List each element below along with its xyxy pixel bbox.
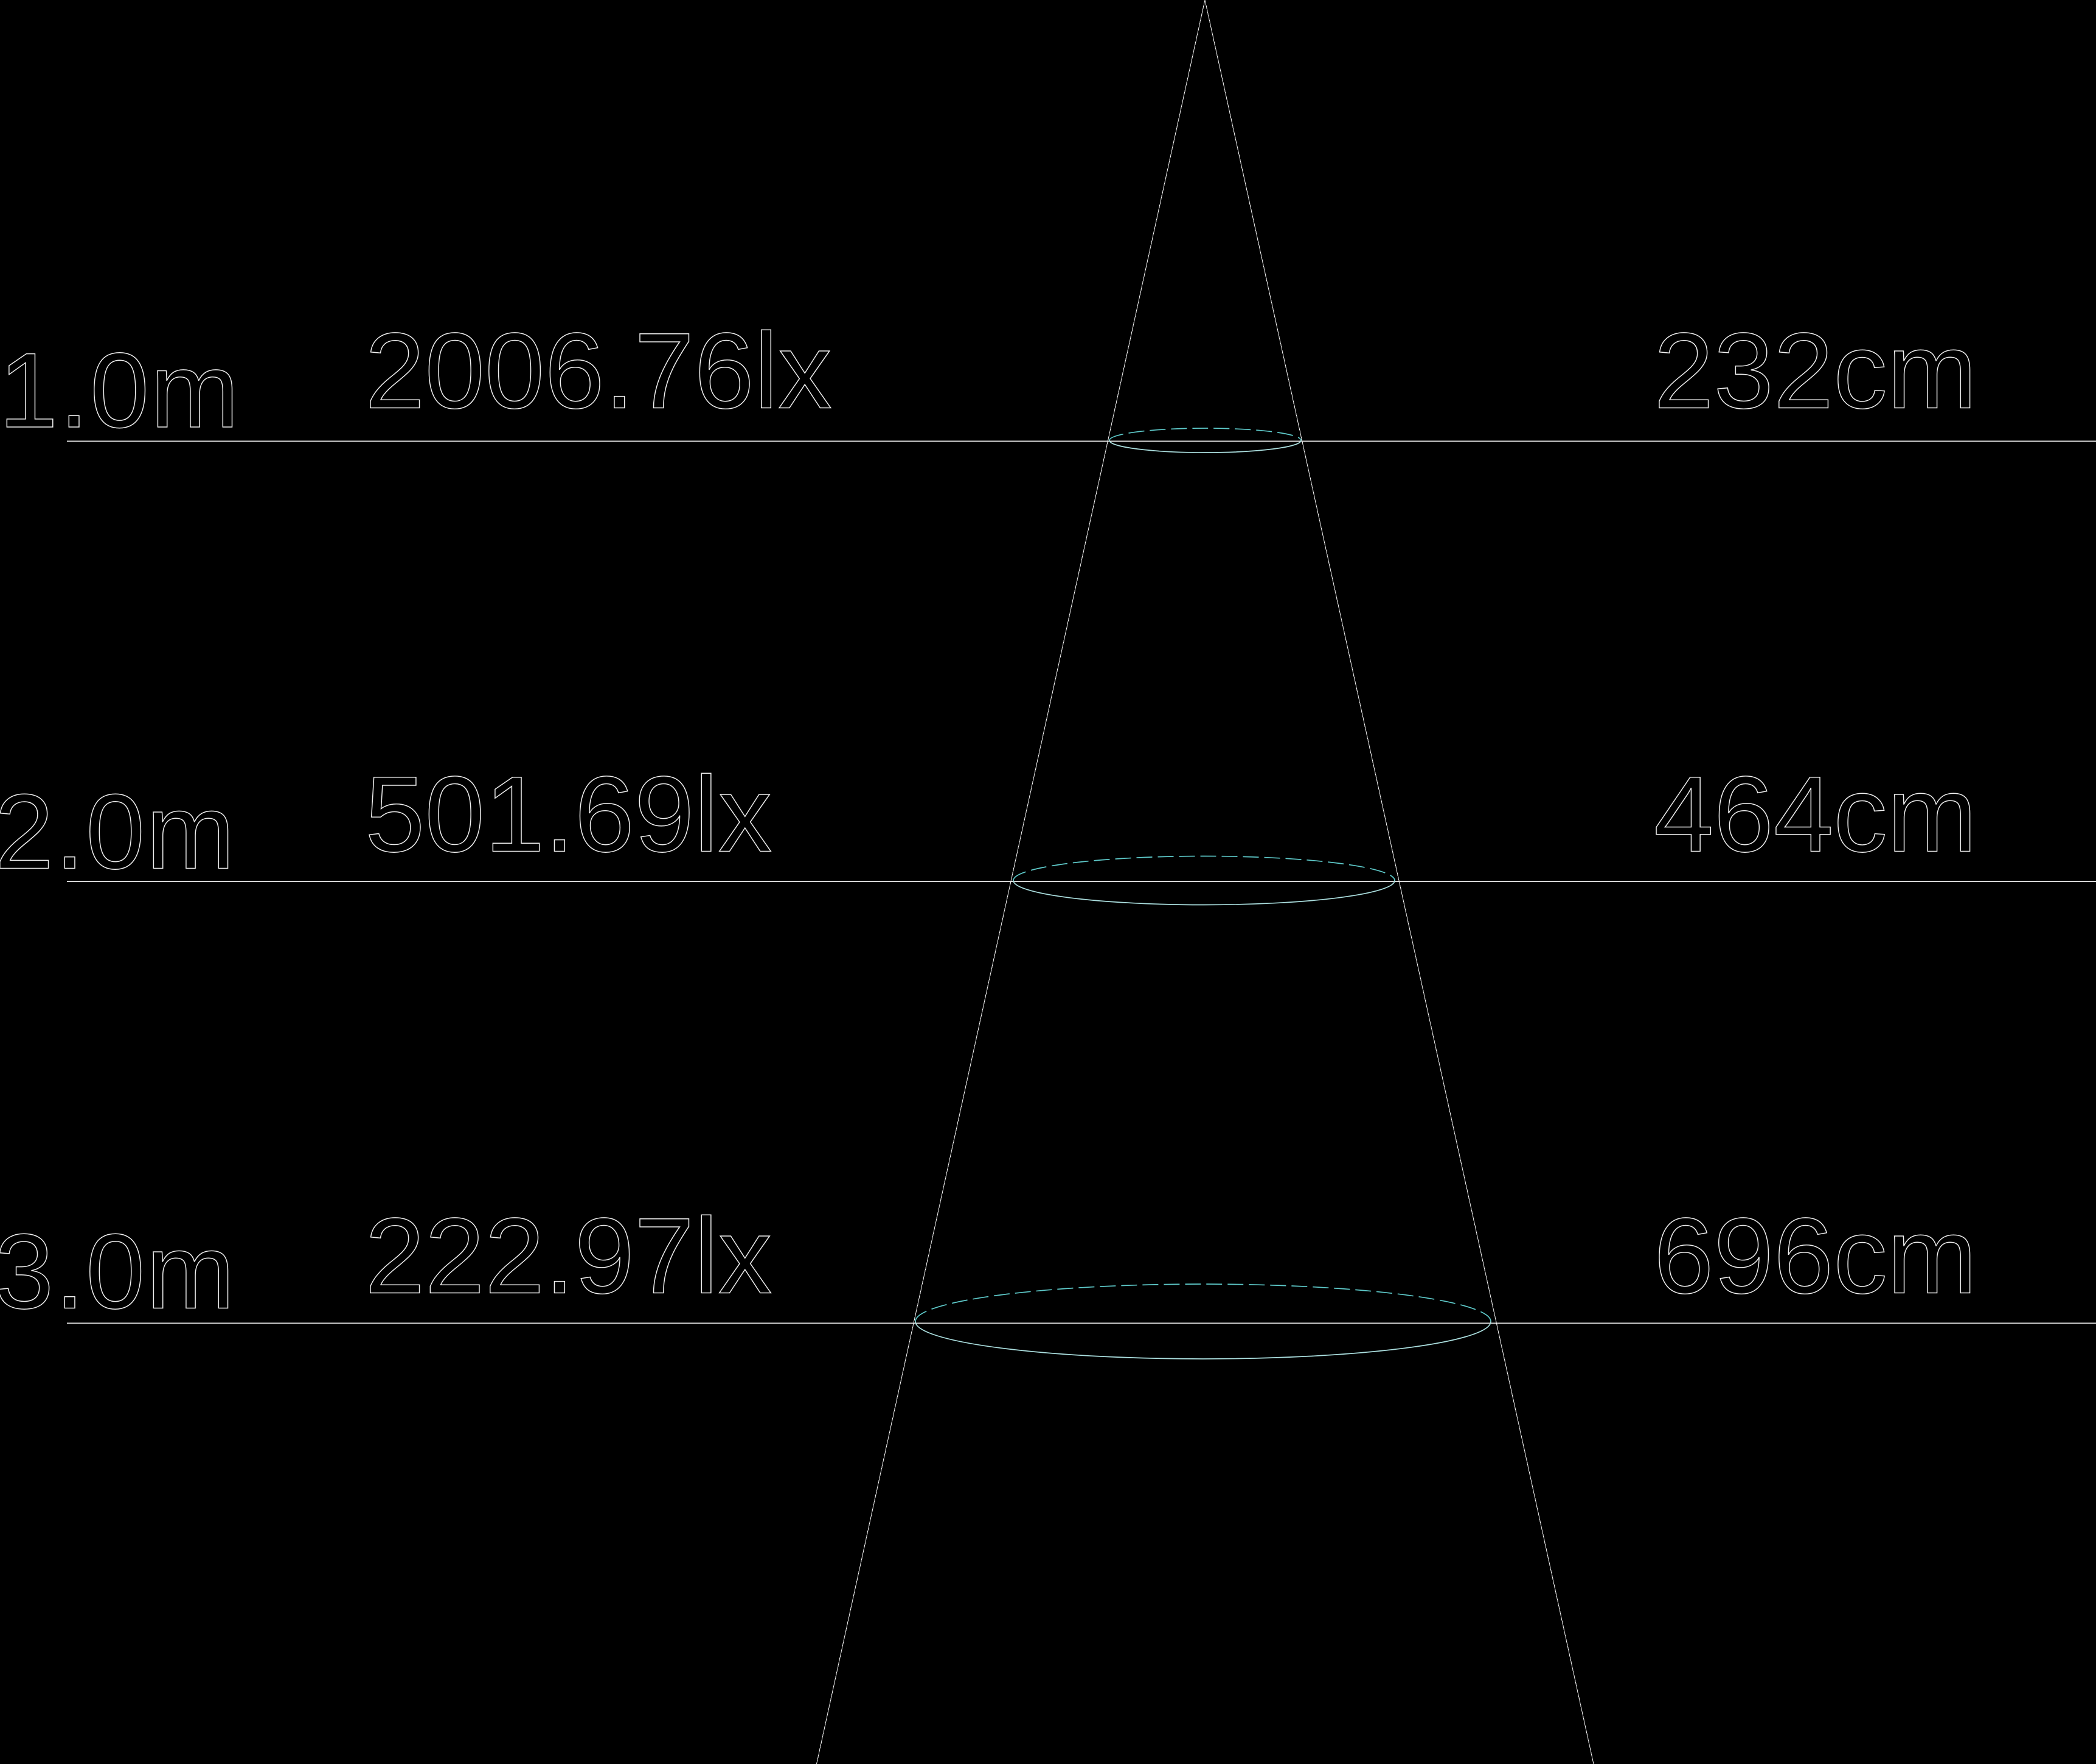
svg-text:222.97lx: 222.97lx [365, 1196, 772, 1316]
svg-text:1.0m: 1.0m [0, 332, 240, 450]
svg-text:2.0m: 2.0m [0, 773, 236, 892]
svg-text:2006.76lx: 2006.76lx [365, 311, 832, 431]
svg-text:464cm: 464cm [1654, 754, 1977, 875]
svg-text:696cm: 696cm [1654, 1196, 1977, 1316]
svg-text:232cm: 232cm [1654, 311, 1977, 431]
svg-text:3.0m: 3.0m [0, 1213, 236, 1332]
svg-text:501.69lx: 501.69lx [365, 754, 772, 875]
